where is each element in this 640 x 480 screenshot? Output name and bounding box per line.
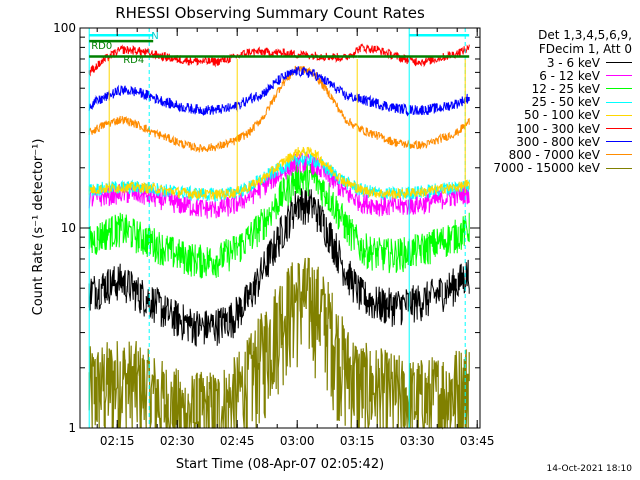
- legend-header-detectors: Det 1,3,4,5,6,9,: [538, 28, 632, 42]
- legend-swatch: [606, 167, 632, 169]
- series-layer: [88, 43, 470, 430]
- x-tick-label-5: 03:30: [400, 434, 435, 448]
- legend-swatch: [606, 75, 632, 77]
- tick-layer: 02:15 02:30 02:45 03:00 03:15 03:30 03:45 1 10 10…: [53, 21, 494, 448]
- legend-item-3: 25 - 50 keV: [531, 95, 632, 110]
- legend-label: 50 - 100 keV: [523, 108, 600, 123]
- legend-item-2: 12 - 25 keV: [531, 81, 632, 96]
- annotation-layer: RD0 N RD4: [91, 31, 158, 66]
- x-tick-label-3: 03:00: [280, 434, 315, 448]
- y-axis-label: Count Rate (s⁻¹ detector⁻¹): [31, 139, 46, 316]
- legend-label: 800 - 7000 keV: [508, 147, 600, 162]
- legend-swatch: [606, 128, 632, 129]
- legend-swatch: [606, 88, 632, 90]
- x-tick-label-1: 02:30: [160, 434, 195, 448]
- legend-item-7: 800 - 7000 keV: [508, 147, 632, 162]
- x-tick-label-0: 02:15: [100, 434, 135, 448]
- legend-swatch: [606, 141, 632, 143]
- series-line-0: [88, 187, 470, 347]
- series-line-2: [88, 161, 470, 279]
- x-axis-label: Start Time (08-Apr-07 02:05:42): [176, 457, 384, 472]
- legend-item-4: 50 - 100 keV: [523, 108, 632, 123]
- legend-label: 300 - 800 keV: [516, 134, 600, 149]
- legend-swatch: [606, 101, 632, 103]
- legend-label: 6 - 12 keV: [539, 68, 600, 83]
- series-line-4: [88, 146, 470, 200]
- legend-item-6: 300 - 800 keV: [516, 134, 632, 149]
- y-tick-label-1: 10: [61, 221, 76, 235]
- legend-swatch: [606, 154, 632, 156]
- legend-label: 12 - 25 keV: [531, 81, 600, 96]
- annotation-n: N: [151, 31, 158, 42]
- annotation-rd0: RD0: [91, 41, 112, 52]
- chart-title: RHESSI Observing Summary Count Rates: [115, 4, 425, 22]
- series-line-6: [88, 66, 470, 117]
- legend-swatch: [606, 114, 632, 116]
- legend-label: 7000 - 15000 keV: [493, 161, 600, 176]
- x-tick-label-6: 03:45: [460, 434, 495, 448]
- instrument-marks-layer: [88, 28, 470, 428]
- series-line-7: [88, 65, 470, 153]
- legend-label: 3 - 6 keV: [546, 55, 600, 70]
- y-tick-label-0: 1: [68, 421, 76, 435]
- series-line-8: [88, 257, 470, 430]
- date-stamp: 14-Oct-2021 18:10: [546, 464, 632, 474]
- legend-label: 100 - 300 keV: [516, 121, 600, 136]
- legend-item-5: 100 - 300 keV: [516, 121, 632, 136]
- x-tick-label-4: 03:15: [340, 434, 375, 448]
- legend-swatch: [606, 62, 632, 63]
- annotation-rd4: RD4: [123, 55, 144, 66]
- legend-item-0: 3 - 6 keV: [546, 55, 632, 70]
- legend-header-decimation: FDecim 1, Att 0: [538, 42, 632, 56]
- series-line-1: [88, 151, 470, 219]
- legend-item-8: 7000 - 15000 keV: [493, 161, 632, 176]
- series-line-5: [88, 43, 470, 77]
- x-tick-label-2: 02:45: [220, 434, 255, 448]
- y-tick-label-2: 100: [53, 21, 76, 35]
- legend-label: 25 - 50 keV: [531, 95, 600, 110]
- legend-item-1: 6 - 12 keV: [539, 68, 632, 83]
